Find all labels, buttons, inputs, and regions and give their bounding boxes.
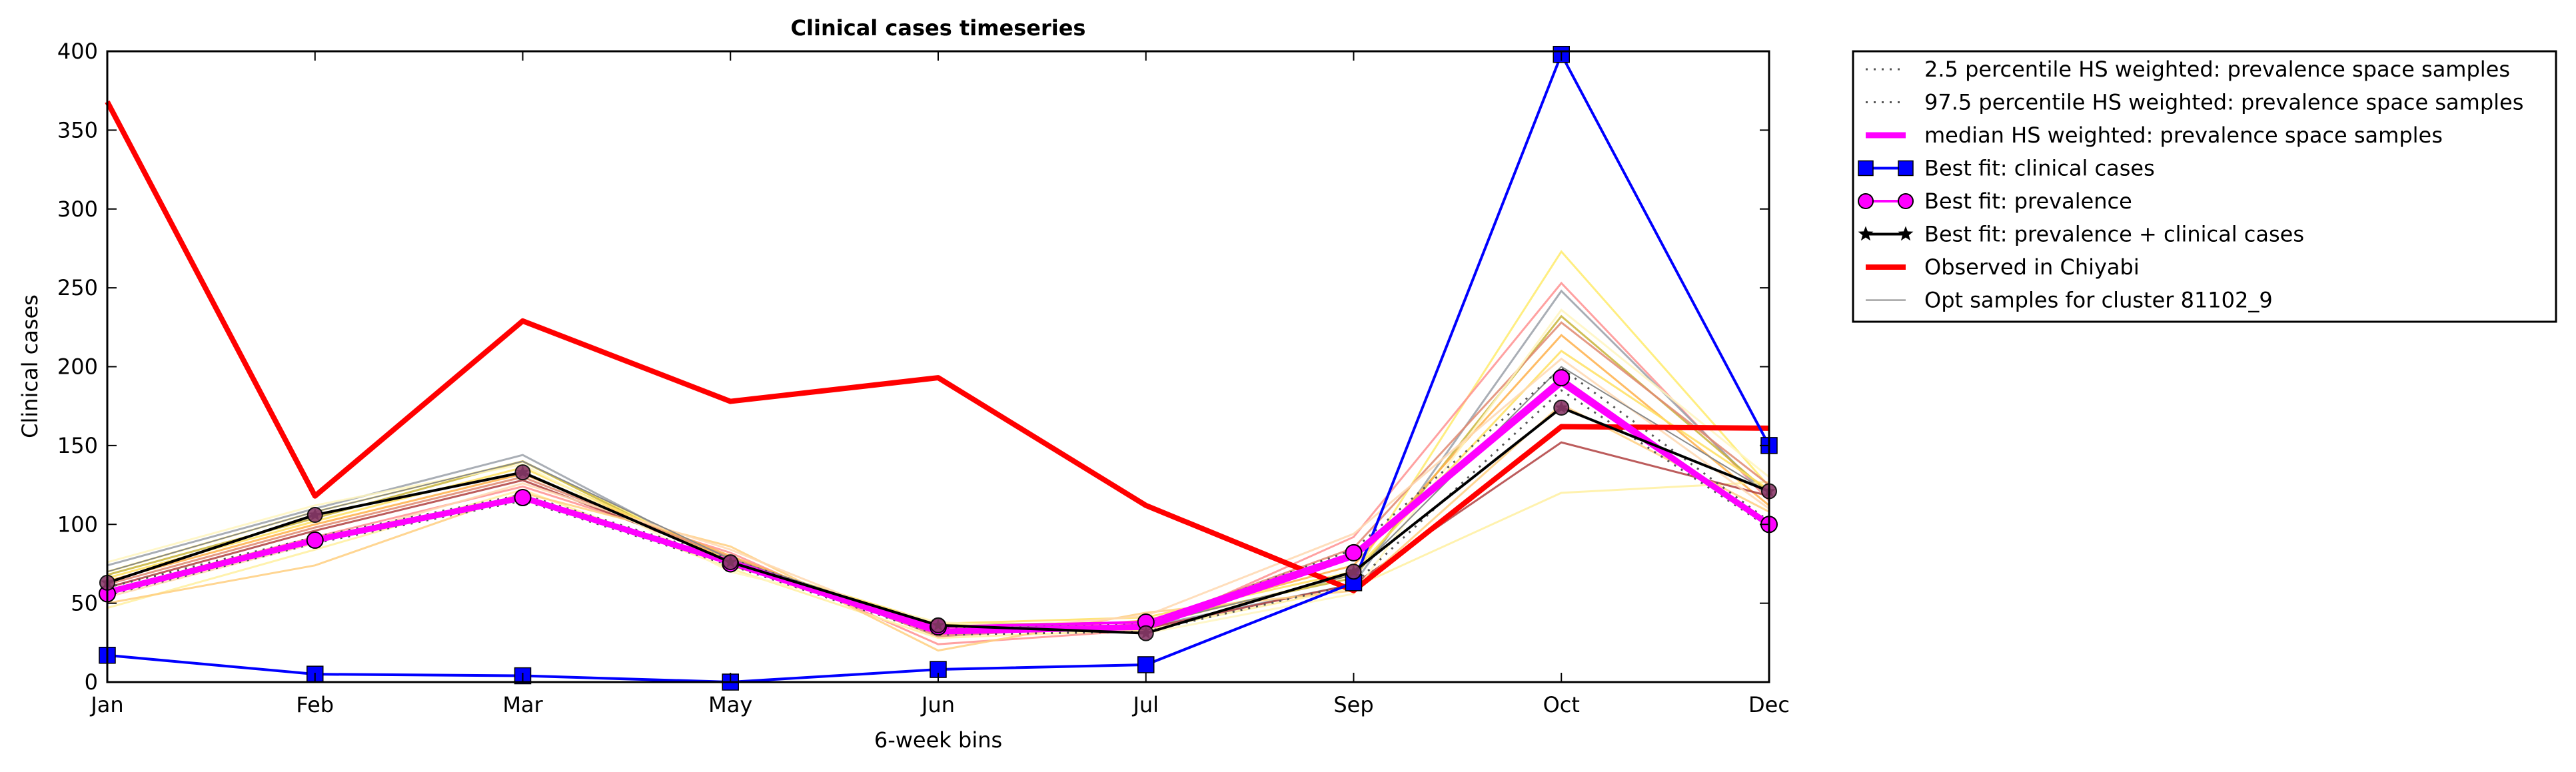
y-tick-label: 0 [85, 669, 98, 695]
combined-fit-circle [1345, 564, 1362, 580]
legend-label: 2.5 percentile HS weighted: prevalence s… [1924, 57, 2510, 82]
legend-label: Observed in Chiyabi [1924, 254, 2140, 280]
legend-label: Best fit: prevalence [1924, 189, 2132, 214]
y-axis-label: Clinical cases [17, 294, 43, 438]
y-tick-label: 150 [57, 433, 98, 458]
x-axis-label: 6-week bins [874, 727, 1002, 753]
combined-fit-circle [930, 617, 946, 633]
y-tick-label: 400 [57, 39, 98, 64]
clinical-fit-marker [1137, 656, 1155, 673]
y-tick-label: 100 [57, 512, 98, 537]
legend: 2.5 percentile HS weighted: prevalence s… [1852, 50, 2557, 323]
legend-label: 97.5 percentile HS weighted: prevalence … [1924, 90, 2523, 115]
opt-sample-line [107, 480, 1770, 639]
combined-fit-circle [514, 464, 531, 481]
x-tick-label: Dec [1748, 692, 1790, 717]
x-tick-label: Jun [920, 692, 955, 717]
opt-sample-line [107, 441, 1770, 631]
legend-frame [1852, 50, 2557, 323]
opt-sample-line [107, 357, 1770, 635]
x-tick-label: May [708, 692, 752, 717]
legend-marker [1898, 193, 1914, 209]
legend-label: Best fit: prevalence + clinical cases [1924, 222, 2304, 247]
x-tick-label: Oct [1543, 692, 1580, 717]
combined-fit-circle [1137, 625, 1154, 641]
prevalence-fit-marker [1553, 369, 1571, 387]
combined-fit-circle [722, 554, 739, 571]
observed-in-chiyabi-line [105, 100, 1770, 593]
opt-sample-line [107, 403, 1770, 652]
x-tick-label: Feb [296, 692, 334, 717]
y-tick-label: 50 [71, 591, 98, 616]
x-axis: Jan Feb Mar May Jun Jul Sep Oct Dec [89, 51, 1790, 717]
legend-marker [1858, 193, 1874, 209]
series-markers [99, 45, 1778, 691]
opt-sample-line [107, 321, 1770, 637]
y-tick-label: 250 [57, 275, 98, 300]
opt-sample-line [107, 349, 1770, 625]
opt-sample-line [107, 281, 1770, 645]
legend-marker [1898, 226, 1914, 241]
y-tick-label: 200 [57, 354, 98, 380]
x-tick-label: Mar [502, 692, 543, 717]
chart-title: Clinical cases timeseries [791, 15, 1086, 41]
prevalence-fit-marker [514, 489, 532, 507]
legend-marker [1898, 160, 1914, 177]
legend-label: Opt samples for cluster 81102_9 [1924, 288, 2273, 313]
legend-marker [1858, 226, 1874, 241]
y-axis: 0 50 100 150 200 250 300 350 400 [57, 39, 1769, 695]
legend-label: Best fit: clinical cases [1924, 156, 2155, 181]
combined-fit-circle [1553, 400, 1570, 416]
y-tick-label: 300 [57, 196, 98, 222]
y-tick-label: 350 [57, 117, 98, 143]
legend-label: median HS weighted: prevalence space sam… [1924, 123, 2443, 148]
2-5-percentile-hs-weighted-prevalence-space-samples-line [107, 389, 1770, 636]
combined-fit-circle [307, 507, 323, 524]
prevalence-fit-marker [1345, 544, 1363, 562]
prevalence-fit-marker [306, 531, 324, 549]
x-tick-label: Jan [89, 692, 123, 717]
opt-sample-lines [107, 250, 1770, 652]
x-tick-label: Sep [1333, 692, 1373, 717]
legend-marker [1858, 160, 1874, 177]
x-tick-label: Jul [1131, 692, 1159, 717]
